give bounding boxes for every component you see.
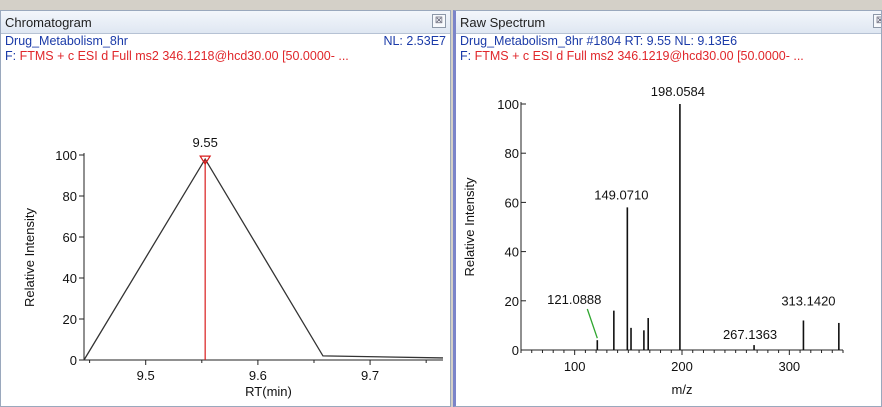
spectrum-header: Drug_Metabolism_8hr #1804 RT: 9.55 NL: 9… xyxy=(460,34,738,48)
chromatogram-filter-line: F: FTMS + c ESI d Full ms2 346.1218@hcd3… xyxy=(5,49,349,63)
spectrum-peak-label: 313.1420 xyxy=(781,293,835,308)
spectrum-title: Raw Spectrum xyxy=(460,15,546,30)
spectrum-peak-label: 198.0584 xyxy=(651,84,705,99)
chromatogram-panel[interactable]: Chromatogram ⊠ Drug_Metabolism_8hr NL: 2… xyxy=(0,10,451,407)
spectrum-x-axis-label: m/z xyxy=(672,382,693,397)
spectrum-y-axis-label: Relative Intensity xyxy=(462,177,477,276)
chromatogram-peak-marker-icon xyxy=(199,155,212,166)
spectrum-x-tick-label: 300 xyxy=(778,359,800,374)
spectrum-panel[interactable]: Raw Spectrum ⊠ Drug_Metabolism_8hr #1804… xyxy=(453,10,882,407)
spectrum-filter-line: F: FTMS + c ESI d Full ms2 346.1219@hcd3… xyxy=(460,49,804,63)
chromatogram-title: Chromatogram xyxy=(5,15,92,30)
spectrum-x-tick-label: 200 xyxy=(671,359,693,374)
chromatogram-x-tick-label: 9.7 xyxy=(361,368,379,383)
spectrum-peak-label: 267.1363 xyxy=(723,327,777,342)
spectrum-close-icon[interactable]: ⊠ xyxy=(873,14,881,28)
chromatogram-y-tick-label: 100 xyxy=(55,148,77,163)
spectrum-peak-label: 149.0710 xyxy=(594,187,648,202)
spectrum-y-tick-label: 20 xyxy=(505,294,519,309)
chromatogram-y-tick-label: 60 xyxy=(63,230,77,245)
chromatogram-y-tick-label: 40 xyxy=(63,271,77,286)
chromatogram-y-tick-label: 80 xyxy=(63,189,77,204)
chromatogram-x-axis-label: RT(min) xyxy=(245,384,292,399)
chromatogram-x-tick-label: 9.5 xyxy=(137,368,155,383)
chromatogram-sample-name: Drug_Metabolism_8hr xyxy=(5,34,128,48)
spectrum-x-tick-label: 100 xyxy=(564,359,586,374)
chromatogram-filter: FTMS + c ESI d Full ms2 346.1218@hcd30.0… xyxy=(19,49,349,63)
spectrum-peak-label: 121.0888 xyxy=(547,292,601,307)
spectrum-filter: FTMS + c ESI d Full ms2 346.1219@hcd30.0… xyxy=(474,49,804,63)
chromatogram-y-tick-label: 20 xyxy=(63,312,77,327)
spectrum-y-tick-label: 0 xyxy=(512,343,519,358)
spectrum-peak-leader-line xyxy=(586,308,598,339)
spectrum-y-tick-label: 60 xyxy=(505,195,519,210)
chromatogram-y-tick-label: 0 xyxy=(70,353,77,368)
spectrum-plot[interactable]: 0 20 40 60 80 100 100 200 300 198.0584 149.0710 121… xyxy=(456,11,882,407)
chromatogram-nl: NL: 2.53E7 xyxy=(383,34,446,48)
spectrum-filter-prefix: F: xyxy=(460,49,472,63)
chromatogram-y-axis-label: Relative Intensity xyxy=(22,208,37,307)
spectrum-titlebar[interactable]: Raw Spectrum ⊠ xyxy=(456,11,881,34)
chromatogram-close-icon[interactable]: ⊠ xyxy=(432,14,446,28)
spectrum-y-tick-label: 80 xyxy=(505,146,519,161)
spectrum-y-tick-label: 100 xyxy=(497,97,519,112)
chromatogram-plot[interactable]: 0 20 40 60 80 100 9.5 9.6 9.7 9.55 Relative Intens… xyxy=(1,11,451,407)
chromatogram-x-tick-label: 9.6 xyxy=(249,368,267,383)
chromatogram-peak-label: 9.55 xyxy=(193,135,218,150)
chromatogram-filter-prefix: F: xyxy=(5,49,17,63)
chromatogram-trace xyxy=(83,157,444,361)
chromatogram-titlebar[interactable]: Chromatogram ⊠ xyxy=(1,11,450,34)
spectrum-y-tick-label: 40 xyxy=(505,245,519,260)
